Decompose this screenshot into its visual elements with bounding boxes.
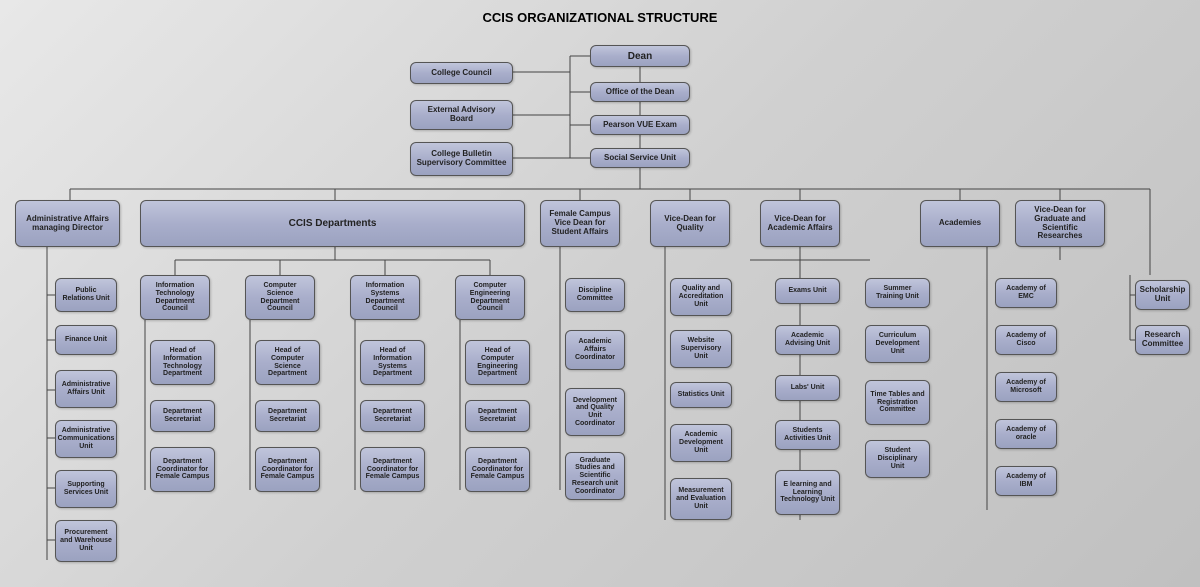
node-admin-unit: Supporting Services Unit [55, 470, 117, 508]
node-office-dean: Office of the Dean [590, 82, 690, 102]
node-quality-unit: Website Supervisory Unit [670, 330, 732, 368]
node-quality-unit: Academic Development Unit [670, 424, 732, 462]
node-research-committee: Research Committee [1135, 325, 1190, 355]
node-dept-coord: Department Coordinator for Female Campus [255, 447, 320, 492]
node-dean: Dean [590, 45, 690, 67]
node-external-advisory: External Advisory Board [410, 100, 513, 130]
node-academic-unit: Academic Advising Unit [775, 325, 840, 355]
node-academic-unit: Time Tables and Registration Committee [865, 380, 930, 425]
node-academic-unit: Exams Unit [775, 278, 840, 304]
node-academic-unit: Curriculum Development Unit [865, 325, 930, 363]
node-dept-council: Information Systems Department Council [350, 275, 420, 320]
node-dept-head: Head of Information Technology Departmen… [150, 340, 215, 385]
node-academy: Academy of Microsoft [995, 372, 1057, 402]
node-dept-head: Head of Information Systems Department [360, 340, 425, 385]
node-academic-unit: Student Disciplinary Unit [865, 440, 930, 478]
node-dept-secretariat: Department Secretariat [150, 400, 215, 432]
node-scholarship: Scholarship Unit [1135, 280, 1190, 310]
node-dept-coord: Department Coordinator for Female Campus [465, 447, 530, 492]
node-female-unit: Graduate Studies and Scientific Research… [565, 452, 625, 500]
node-dept-council: Information Technology Department Counci… [140, 275, 210, 320]
node-quality-unit: Statistics Unit [670, 382, 732, 408]
chart-title: CCIS ORGANIZATIONAL STRUCTURE [0, 10, 1200, 25]
node-pearson: Pearson VUE Exam [590, 115, 690, 135]
node-admin-unit: Public Relations Unit [55, 278, 117, 312]
node-vd-grad: Vice-Dean for Graduate and Scientific Re… [1015, 200, 1105, 247]
node-dept-head: Head of Computer Science Department [255, 340, 320, 385]
org-chart: CCIS ORGANIZATIONAL STRUCTURE [0, 0, 1200, 587]
node-female-unit: Academic Affairs Coordinator [565, 330, 625, 370]
node-admin-unit: Administrative Affairs Unit [55, 370, 117, 408]
node-dept-council: Computer Engineering Department Council [455, 275, 525, 320]
node-quality-unit: Quality and Accreditation Unit [670, 278, 732, 316]
node-academy: Academy of EMC [995, 278, 1057, 308]
node-bulletin: College Bulletin Supervisory Committee [410, 142, 513, 176]
node-ccis-departments: CCIS Departments [140, 200, 525, 247]
node-dept-secretariat: Department Secretariat [255, 400, 320, 432]
node-dept-council: Computer Science Department Council [245, 275, 315, 320]
node-academy: Academy of IBM [995, 466, 1057, 496]
node-college-council: College Council [410, 62, 513, 84]
node-academic-unit: Students Activities Unit [775, 420, 840, 450]
node-academic-unit: E learning and Learning Technology Unit [775, 470, 840, 515]
node-academic-unit: Summer Training Unit [865, 278, 930, 308]
node-female-campus: Female Campus Vice Dean for Student Affa… [540, 200, 620, 247]
node-dept-coord: Department Coordinator for Female Campus [360, 447, 425, 492]
node-academies: Academies [920, 200, 1000, 247]
node-academy: Academy of Cisco [995, 325, 1057, 355]
node-quality-unit: Measurement and Evaluation Unit [670, 478, 732, 520]
node-social-service: Social Service Unit [590, 148, 690, 168]
node-academy: Academy of oracle [995, 419, 1057, 449]
node-admin-unit: Procurement and Warehouse Unit [55, 520, 117, 562]
node-female-unit: Development and Quality Unit Coordinator [565, 388, 625, 436]
node-dept-coord: Department Coordinator for Female Campus [150, 447, 215, 492]
node-admin-unit: Finance Unit [55, 325, 117, 355]
node-dept-head: Head of Computer Engineering Department [465, 340, 530, 385]
node-admin-director: Administrative Affairs managing Director [15, 200, 120, 247]
node-dept-secretariat: Department Secretariat [465, 400, 530, 432]
node-dept-secretariat: Department Secretariat [360, 400, 425, 432]
node-academic-unit: Labs' Unit [775, 375, 840, 401]
node-admin-unit: Administrative Communications Unit [55, 420, 117, 458]
node-vd-academic: Vice-Dean for Academic Affairs [760, 200, 840, 247]
node-female-unit: Discipline Committee [565, 278, 625, 312]
node-vd-quality: Vice-Dean for Quality [650, 200, 730, 247]
